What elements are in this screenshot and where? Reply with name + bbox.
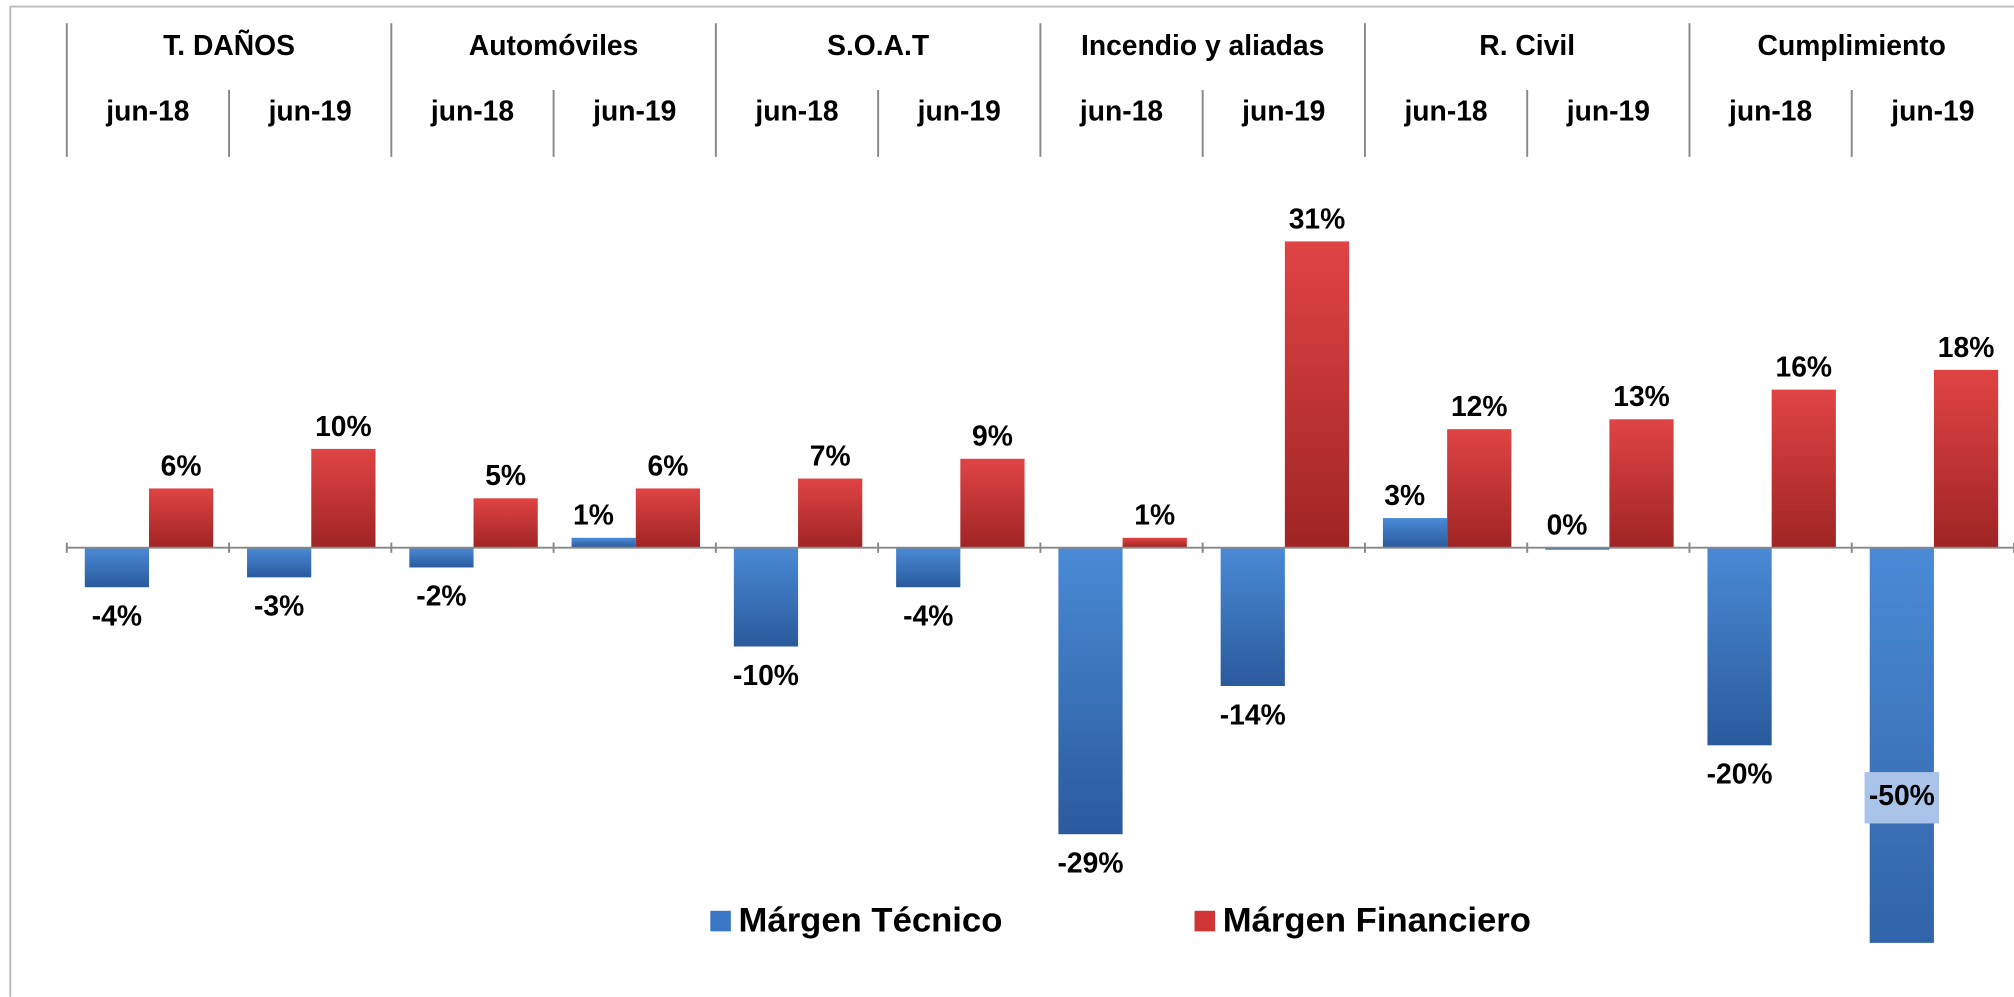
bar [1609,419,1674,548]
data-label: 6% [647,449,688,481]
bar [1771,389,1836,548]
category-label: jun-19 [592,95,676,127]
category-label: jun-18 [1403,95,1487,127]
category-label: jun-18 [105,95,189,127]
data-label: 9% [972,420,1013,452]
group-label: T. DAÑOS [163,29,295,61]
data-label: -50% [1869,779,1935,811]
bar [635,488,701,548]
data-label: -14% [1220,698,1286,730]
bar [1869,547,1934,943]
data-label: 16% [1776,351,1833,383]
category-label: jun-19 [1566,95,1650,127]
group-label: Automóviles [469,29,639,61]
bar [1284,241,1350,548]
bar [896,547,961,588]
data-label: -29% [1058,847,1124,879]
legend-swatch [710,910,731,932]
legend-swatch [1194,910,1216,932]
category-label: jun-19 [268,95,352,127]
bar [1707,547,1772,746]
data-label: 6% [161,449,202,481]
category-label: jun-18 [1728,95,1812,127]
plot [84,241,1999,943]
data-label: 1% [573,499,614,531]
data-label: 18% [1938,331,1995,363]
data-label: -10% [733,659,799,691]
data-label: 5% [485,459,526,491]
bar [1382,518,1448,548]
data-label: 3% [1384,479,1425,511]
category-label: jun-19 [1241,95,1325,127]
data-label: 31% [1289,202,1346,234]
group-label: Incendio y aliadas [1081,29,1324,61]
legend-label: Márgen Financiero [1223,902,1531,940]
bar [148,488,214,548]
bar [571,537,636,548]
bar [84,547,149,588]
group-label: S.O.A.T [827,29,929,61]
bar [473,498,538,548]
bar [1058,547,1123,835]
bar [960,458,1025,548]
bar [247,547,312,578]
data-label: -2% [416,580,466,612]
group-label: R. Civil [1479,29,1575,61]
bar [1220,547,1285,687]
bar [733,547,799,647]
bar [1933,369,1999,548]
bar [311,448,376,548]
data-label: -3% [254,590,304,622]
data-label: 10% [315,410,372,442]
group-label: Cumplimiento [1758,29,1946,61]
data-label: 12% [1451,390,1508,422]
bar [798,478,863,548]
data-label: -4% [92,600,142,632]
category-label: jun-18 [1079,95,1163,127]
category-label: jun-19 [1890,95,1974,127]
label-highlight [1864,772,1940,824]
bar [1447,429,1512,548]
category-label: jun-19 [917,95,1001,127]
data-label: 1% [1134,499,1175,531]
bar [1122,537,1187,548]
data-label: 0% [1547,509,1588,541]
bar [1545,547,1610,550]
legend-label: Márgen Técnico [739,902,1003,940]
category-label: jun-18 [754,95,838,127]
category-label: jun-18 [430,95,514,127]
data-label: -4% [903,600,953,632]
bar [409,547,474,568]
data-label: 13% [1613,380,1670,412]
data-label: 7% [810,439,851,471]
data-label: -20% [1707,758,1773,790]
